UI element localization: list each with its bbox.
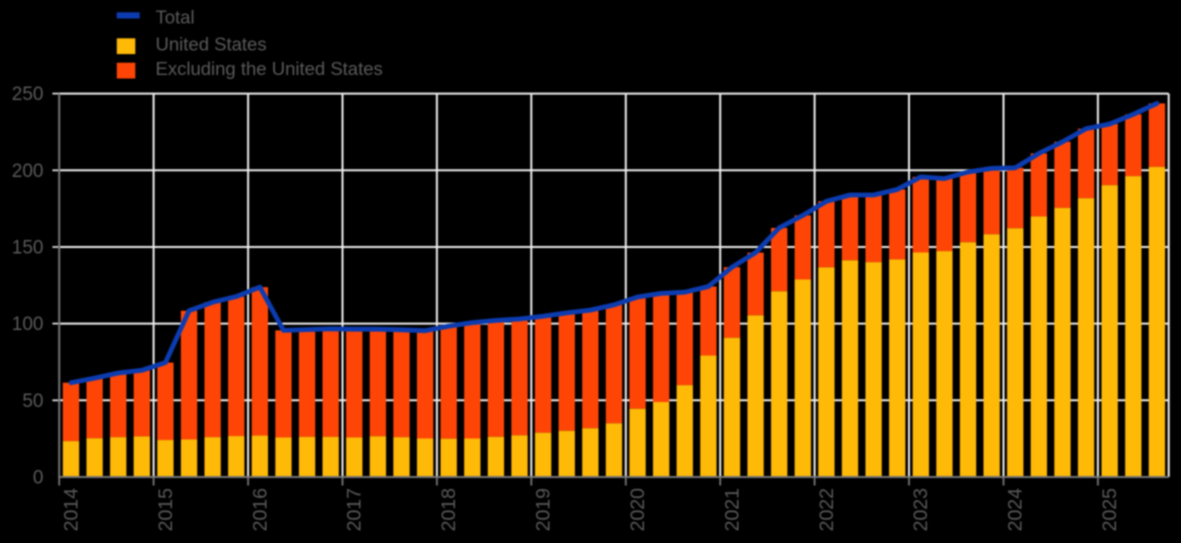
- svg-text:2024: 2024: [1005, 488, 1027, 532]
- svg-text:2025: 2025: [1099, 488, 1121, 532]
- svg-text:50: 50: [22, 391, 43, 412]
- svg-text:2021: 2021: [721, 488, 743, 531]
- svg-text:Excluding the United States: Excluding the United States: [156, 58, 383, 79]
- svg-text:0: 0: [33, 468, 44, 489]
- svg-text:Total: Total: [156, 7, 195, 28]
- svg-text:100: 100: [12, 314, 44, 335]
- svg-text:2023: 2023: [910, 488, 932, 531]
- svg-text:250: 250: [12, 84, 44, 105]
- svg-text:2015: 2015: [155, 488, 177, 532]
- svg-text:United States: United States: [156, 33, 267, 54]
- svg-text:2017: 2017: [344, 488, 366, 531]
- svg-text:2020: 2020: [627, 488, 649, 532]
- svg-text:2016: 2016: [249, 488, 271, 531]
- svg-text:2014: 2014: [60, 488, 82, 532]
- svg-text:150: 150: [12, 238, 44, 259]
- svg-text:2022: 2022: [816, 488, 838, 531]
- svg-text:2019: 2019: [533, 488, 555, 531]
- svg-text:200: 200: [12, 161, 44, 182]
- svg-text:2018: 2018: [438, 488, 460, 531]
